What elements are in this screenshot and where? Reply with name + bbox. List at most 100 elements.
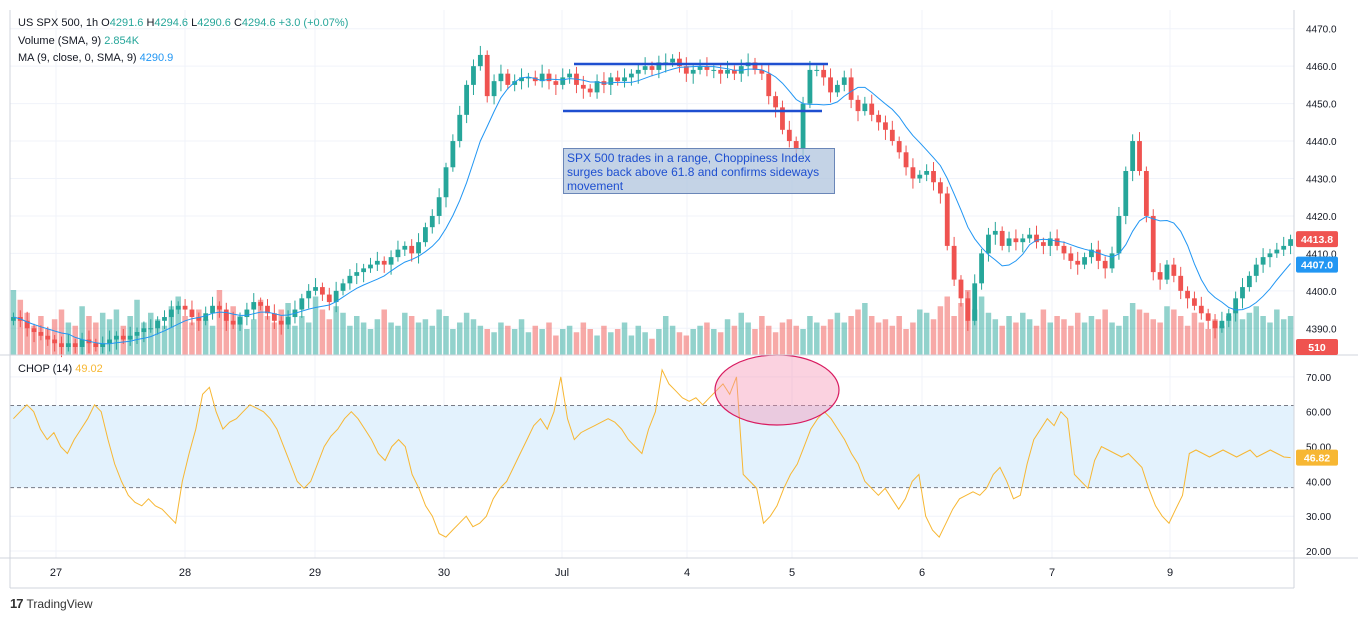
volume-bar [759,316,765,355]
volume-bar [1095,319,1102,355]
volume-bars [10,290,1294,355]
volume-bar [244,329,250,355]
volume-bar [896,316,902,355]
open-value: 4291.6 [109,17,144,29]
brand-label: TradingView [26,596,93,611]
volume-bar [374,319,381,355]
volume-bar [1184,325,1191,355]
candle-body [1068,253,1074,261]
volume-bar [525,332,532,355]
candle-body [1150,215,1156,273]
volume-bar [786,319,793,355]
volume-bar [834,312,841,355]
candle-body [217,305,222,310]
candle-body [1198,305,1204,314]
price-tick-label: 4440.0 [1306,137,1337,148]
symbol-label: US SPX 500, 1h [18,17,99,29]
candle-body [683,66,689,74]
volume-bar [814,322,820,355]
legend-ma: MA (9, close, 0, SMA, 9) 4290.9 [18,52,173,64]
candle-body [800,103,806,149]
volume-bar [429,325,436,355]
volume-bar [395,325,401,355]
candle-body [395,249,401,258]
volume-bar [532,325,539,355]
chop-highlight [714,354,840,426]
volume-bar [573,332,580,355]
volume-bar [223,312,230,355]
volume-bar [868,316,875,355]
volume-bar [477,325,484,355]
chop-label: CHOP (14) [18,363,73,375]
volume-bar [312,296,319,355]
candle-body [862,103,868,112]
candle-body [876,114,881,123]
candle-body [65,343,71,347]
candle-body [491,81,497,97]
candle-body [505,73,511,85]
candle-body [285,317,291,325]
volume-bar [251,319,257,355]
candle-body [642,66,648,70]
candle-body [1116,215,1122,254]
candle-body [141,328,147,333]
candle-body [848,77,854,100]
volume-bar [463,312,470,355]
candle-body [340,283,346,291]
candle-body [1157,272,1163,280]
low-label: L [191,17,198,29]
candle-body [512,81,518,85]
volume-bar [299,316,305,355]
volume-bar [381,309,387,355]
candle-body [1240,287,1245,299]
price-tick-label: 4470.0 [1306,25,1337,36]
volume-bar [731,325,738,355]
candle-body [560,77,566,85]
chop-last-label-bg [1296,449,1338,466]
volume-bar [99,312,106,355]
volume-bar [724,319,731,355]
candle-body [333,290,339,303]
volume-bar [1061,319,1067,355]
candle-body [526,77,531,79]
candle-body [381,260,387,265]
candle-body [477,54,483,67]
legend-chop: CHOP (14) 49.02 [18,363,103,375]
volume-bar [319,309,326,355]
volume-bar [628,335,635,355]
time-tick-label: 28 [179,567,191,579]
axes: 4470.0 4460.0 4450.0 4440.0 4430.0 4420.0 4410… [0,10,1358,589]
candle-body [1143,171,1149,216]
candle-body [168,309,174,318]
candle-body [821,69,827,78]
candle-body [1219,320,1225,329]
candle-body [59,343,64,347]
volume-bar [216,290,223,355]
volume-bar [594,335,600,355]
candle-body [979,253,984,284]
candle-body [429,215,435,228]
volume-bar [1109,322,1115,355]
last-price-label-bg [1296,231,1338,248]
candle-body [594,81,600,93]
volume-bar [539,329,545,355]
volume-bar [271,322,278,355]
candle-body [1075,260,1081,265]
volume-bar [827,319,834,355]
volume-bar [305,322,312,355]
time-tick-label: 7 [1049,567,1055,579]
price-tick-label: 4400.0 [1306,287,1337,298]
candle-body [1185,290,1190,299]
candle-body [924,171,930,175]
candle-body [1192,298,1197,306]
volume-bar [614,329,621,355]
ma-line [13,65,1291,345]
volume-bar [1205,329,1211,355]
candle-body [368,264,373,269]
ma-polyline [13,65,1291,345]
volume-bar [1040,309,1047,355]
volume-bar [360,322,367,355]
candle-body [999,230,1005,246]
volume-bar [1226,316,1232,355]
